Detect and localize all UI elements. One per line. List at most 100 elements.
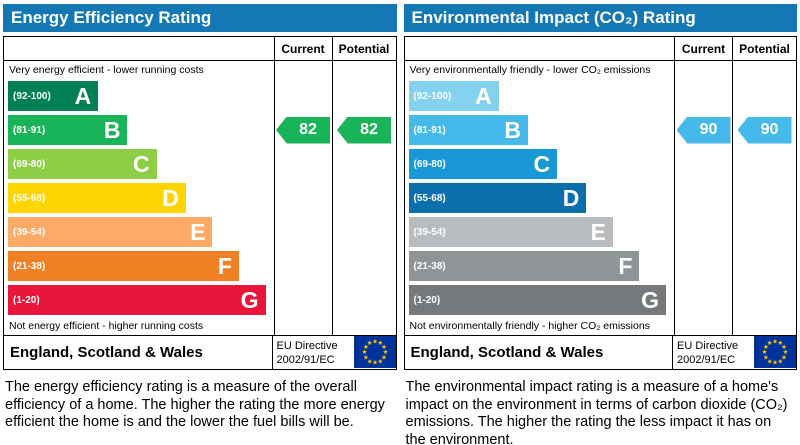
svg-text:★: ★ [366,339,372,347]
svg-text:★: ★ [772,359,778,367]
svg-text:★: ★ [781,353,787,361]
energy-band-bar-b: (81-91) B [8,115,128,145]
energy-eu-flag-wrap: ★ ★ ★ ★ ★ ★ ★ ★ ★ ★ ★ ★ [353,336,396,369]
environment-bottom-caption: Not environmentally friendly - higher CO… [409,320,650,332]
environment-band-range-a: (92-100) [413,90,452,102]
svg-text:★: ★ [783,348,789,356]
environment-band-row-b: (81-91) B [405,113,675,147]
environment-current-rating-arrow: 90 [676,116,731,144]
energy-band-range-c: (69-80) [13,158,46,170]
svg-text:★: ★ [372,338,378,346]
svg-text:★: ★ [763,343,769,351]
energy-band-letter-a: A [74,82,92,109]
energy-band-bar-a: (92-100) A [8,81,99,111]
environment-band-row-f: (21-38) F [405,249,675,283]
environment-description: The environmental impact rating is a mea… [405,379,788,445]
environment-band-row-e: (39-54) E [405,215,675,249]
energy-top-caption: Very energy efficient - lower running co… [9,64,204,76]
eu-flag-icon: ★ ★★★★★★★★★★★ [353,336,396,368]
energy-band-row-c: (69-80) C [4,147,274,181]
energy-band-row-e: (39-54) E [4,215,274,249]
energy-band-bar-g: (1-20) G [8,285,266,315]
svg-text:★: ★ [382,348,388,356]
environment-band-range-c: (69-80) [413,158,446,170]
energy-band-letter-e: E [190,218,206,245]
energy-potential-column: Potential 82 [331,37,396,335]
svg-text:★: ★ [767,339,773,347]
environment-eu-directive-line1: EU Directive [677,340,739,352]
environment-band-letter-b: B [504,116,521,143]
environment-current-column: Current 90 [674,37,732,335]
svg-text:★: ★ [362,343,368,351]
energy-band-letter-g: G [240,286,259,313]
energy-panel-title: Energy Efficiency Rating [3,4,397,32]
environment-top-caption: Very environmentally friendly - lower CO… [409,64,651,76]
environment-band-row-c: (69-80) C [405,147,675,181]
energy-footer: England, Scotland & Wales EU Directive 2… [3,336,397,370]
energy-band-range-e: (39-54) [13,226,46,238]
energy-efficiency-panel: Energy Efficiency Rating Very energy eff… [3,4,397,445]
energy-band-column: Very energy efficient - lower running co… [4,37,274,335]
environment-band-letter-a: A [475,82,492,109]
environment-eu-flag-wrap: ★ ★ ★ ★ ★ ★ ★ ★ ★ ★ ★ ★ [754,336,796,369]
svg-text:★: ★ [777,339,783,347]
environment-band-bar-c: (69-80) C [408,149,558,179]
svg-text:★: ★ [362,354,368,362]
environment-band-letter-d: D [562,184,580,211]
environment-band-range-g: (1-20) [413,294,441,306]
energy-eu-directive-line2: 2002/91/EC [276,354,335,366]
energy-description: The energy efficiency rating is a measur… [5,379,385,431]
energy-band-letter-d: D [162,184,179,211]
svg-text:★: ★ [763,354,769,362]
energy-eu-directive: EU Directive 2002/91/EC [271,336,354,369]
svg-text:★: ★ [381,353,387,361]
svg-text:★: ★ [772,338,778,346]
environment-band-range-b: (81-91) [413,124,446,136]
energy-current-column: Current 82 [273,37,332,335]
environment-band-letter-f: F [618,252,633,279]
energy-band-bar-f: (21-38) F [8,251,239,281]
svg-text:★: ★ [377,357,383,365]
energy-band-bar-c: (69-80) C [8,149,157,179]
environment-current-header: Current [675,37,732,61]
energy-region-label: England, Scotland & Wales [10,344,203,361]
svg-text:★: ★ [366,357,372,365]
environment-potential-header: Potential [733,37,796,61]
environment-band-bar-b: (81-91) B [408,115,528,145]
environment-footer: England, Scotland & Wales EU Directive 2… [403,336,797,370]
environment-band-row-d: (55-68) D [405,181,675,215]
environment-potential-rating-arrow: 90 [737,116,792,144]
energy-band-range-g: (1-20) [13,294,40,306]
environment-band-row-a: (92-100) A [405,79,675,113]
environment-bands: (92-100) A (81-91) B (69-80) C (55-68) D (39-54)… [405,79,675,317]
environment-band-bar-a: (92-100) A [408,81,499,111]
environment-eu-directive-line2: 2002/91/EC [677,354,736,366]
energy-band-row-b: (81-91) B [4,113,274,147]
environment-column-header-spacer [404,37,674,61]
energy-band-range-d: (55-68) [13,192,46,204]
svg-text:★: ★ [777,357,783,365]
environment-band-bar-f: (21-38) F [408,251,640,281]
environment-band-bar-e: (39-54) E [408,217,613,247]
energy-bottom-caption: Not energy efficient - higher running co… [9,320,204,332]
environment-band-range-f: (21-38) [413,260,446,272]
energy-bands: (92-100) A (81-91) B (69-80) C (55-68) D (39-54)… [4,79,274,317]
energy-eu-directive-line1: EU Directive [276,340,338,352]
environment-band-row-g: (1-20) G [405,283,675,317]
svg-text:★: ★ [361,348,367,356]
environment-band-range-e: (39-54) [413,226,446,238]
environment-band-letter-g: G [641,286,660,313]
energy-band-bar-d: (55-68) D [8,183,186,213]
energy-current-header: Current [274,37,332,61]
energy-band-letter-f: F [217,252,232,279]
energy-band-row-d: (55-68) D [4,181,274,215]
svg-text:★: ★ [381,343,387,351]
environment-region-label: England, Scotland & Wales [410,344,604,361]
environmental-impact-panel: Environmental Impact (CO₂) Rating Very e… [403,4,797,445]
energy-band-range-b: (81-91) [13,124,46,136]
energy-rating-chart: Very energy efficient - lower running co… [3,36,397,336]
energy-band-row-f: (21-38) F [4,249,274,283]
energy-band-range-a: (92-100) [13,90,51,102]
eu-flag-icon: ★ ★★★★★★★★★★★ [754,336,796,368]
